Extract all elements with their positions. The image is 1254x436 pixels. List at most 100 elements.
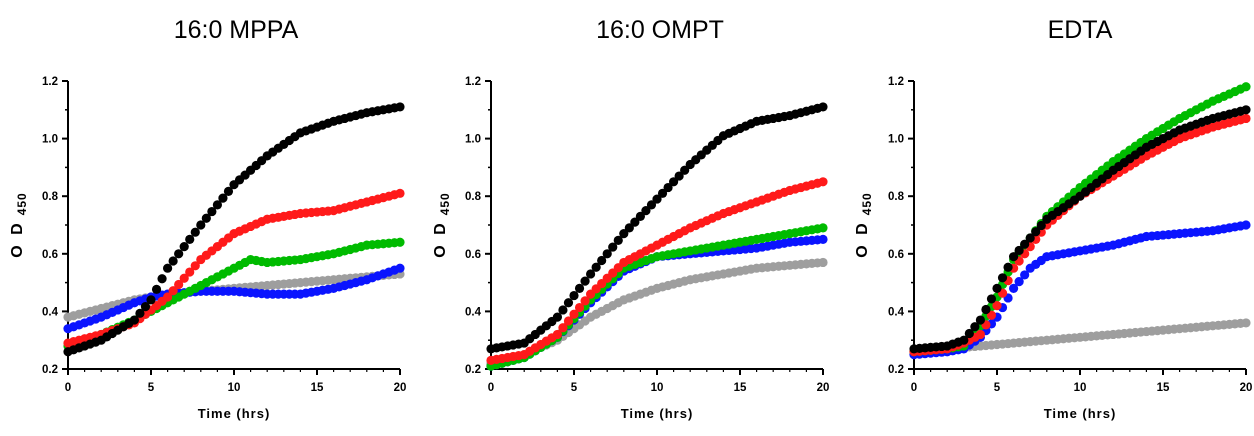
data-point <box>168 286 178 296</box>
y-axis-label: O D 450 <box>854 192 874 257</box>
data-point <box>818 102 828 112</box>
chart-title: EDTA <box>1048 16 1113 44</box>
data-point <box>1241 113 1251 124</box>
y-tick-label: 0.8 <box>888 191 905 203</box>
data-point <box>552 312 563 322</box>
data-point <box>558 305 568 315</box>
data-point <box>190 261 200 271</box>
data-point <box>964 328 974 339</box>
y-axis-label-main: O D <box>854 220 871 257</box>
data-point <box>630 217 640 227</box>
data-point <box>619 229 629 239</box>
y-axis-label-sub: 450 <box>860 192 874 215</box>
y-tick-label: 0.6 <box>42 249 58 261</box>
y-tick-label: 0.2 <box>42 364 58 376</box>
data-point <box>818 223 828 233</box>
data-point <box>395 237 405 247</box>
x-axis-label: Time (hrs) <box>198 406 271 421</box>
data-point <box>602 249 612 259</box>
data-point <box>586 269 596 279</box>
data-point <box>970 322 980 332</box>
data-point <box>674 171 684 181</box>
data-point <box>146 295 156 305</box>
data-point <box>1241 318 1251 328</box>
data-point <box>563 298 574 308</box>
data-point <box>1003 262 1013 272</box>
x-tick-label: 0 <box>488 382 494 394</box>
data-point <box>574 302 585 313</box>
x-tick-label: 15 <box>734 382 747 394</box>
data-point <box>981 304 991 315</box>
data-point <box>1020 270 1030 280</box>
x-tick-label: 5 <box>994 382 1001 394</box>
series-4 <box>63 102 405 357</box>
data-point <box>140 302 151 312</box>
data-point <box>218 193 228 203</box>
x-tick-label: 15 <box>1157 382 1170 394</box>
x-tick-label: 10 <box>228 382 241 394</box>
x-tick-label: 10 <box>651 382 664 394</box>
data-point <box>997 273 1008 283</box>
data-point <box>1241 105 1251 115</box>
y-tick-label: 0.8 <box>42 191 59 203</box>
chart-panel-16-0-mppa: 16:0 MPPA Time (hrs) O D 450 0.2 0.4 0.6 0.8… <box>9 16 406 421</box>
data-point <box>185 267 195 277</box>
y-tick-label: 0.6 <box>465 249 481 261</box>
data-point <box>635 211 646 221</box>
data-point <box>992 301 1002 311</box>
data-point <box>613 235 623 245</box>
data-point <box>663 182 673 193</box>
y-axis-label-main: O D <box>9 220 26 257</box>
series-3 <box>486 177 828 365</box>
data-point <box>395 263 405 273</box>
x-tick-label: 0 <box>911 382 917 394</box>
data-point <box>563 316 574 326</box>
data-point <box>986 310 997 320</box>
data-point <box>646 200 657 210</box>
x-axis-label: Time (hrs) <box>1044 406 1117 421</box>
data-point <box>1009 283 1019 293</box>
data-point <box>1241 82 1251 92</box>
x-tick-label: 15 <box>311 382 324 394</box>
data-point <box>168 256 178 266</box>
x-tick-label: 10 <box>1074 382 1087 394</box>
data-point <box>212 200 222 210</box>
data-point <box>597 255 607 266</box>
data-point <box>680 165 690 175</box>
data-point <box>1020 239 1030 249</box>
data-point <box>151 284 162 294</box>
x-tick-label: 5 <box>148 382 155 394</box>
chart-panel-edta: EDTA Time (hrs) O D 450 0.2 0.4 0.6 0.8 1.0 1.… <box>854 16 1252 421</box>
y-axis-label: O D 450 <box>432 192 452 257</box>
data-point <box>223 186 234 196</box>
y-tick-label: 0.2 <box>888 364 904 376</box>
chart-panel-16-0-ompt: 16:0 OMPT Time (hrs) O D 450 0.2 0.4 0.6 0.8… <box>432 16 829 421</box>
y-axis-label-main: O D <box>432 220 449 257</box>
data-point <box>591 262 601 272</box>
x-tick-label: 20 <box>817 382 830 394</box>
data-point <box>1031 227 1041 237</box>
data-point <box>1025 233 1035 243</box>
data-point <box>818 257 828 268</box>
data-point <box>1036 220 1046 231</box>
data-point <box>574 283 585 293</box>
data-point <box>569 290 579 301</box>
y-tick-label: 0.8 <box>465 191 482 203</box>
data-point <box>201 213 211 223</box>
x-tick-label: 20 <box>394 382 407 394</box>
series-1 <box>909 220 1251 360</box>
series-4 <box>486 102 828 354</box>
data-point <box>992 283 1002 293</box>
data-point <box>608 242 618 252</box>
y-tick-label: 1.0 <box>42 134 58 146</box>
data-point <box>129 315 139 325</box>
data-point <box>174 279 184 290</box>
data-point <box>1009 252 1019 262</box>
data-point <box>657 188 668 198</box>
series-1 <box>63 263 405 334</box>
x-axis-label: Time (hrs) <box>621 406 694 421</box>
y-axis-label: O D 450 <box>9 192 29 257</box>
data-point <box>552 329 563 340</box>
y-tick-label: 1.2 <box>42 76 58 88</box>
